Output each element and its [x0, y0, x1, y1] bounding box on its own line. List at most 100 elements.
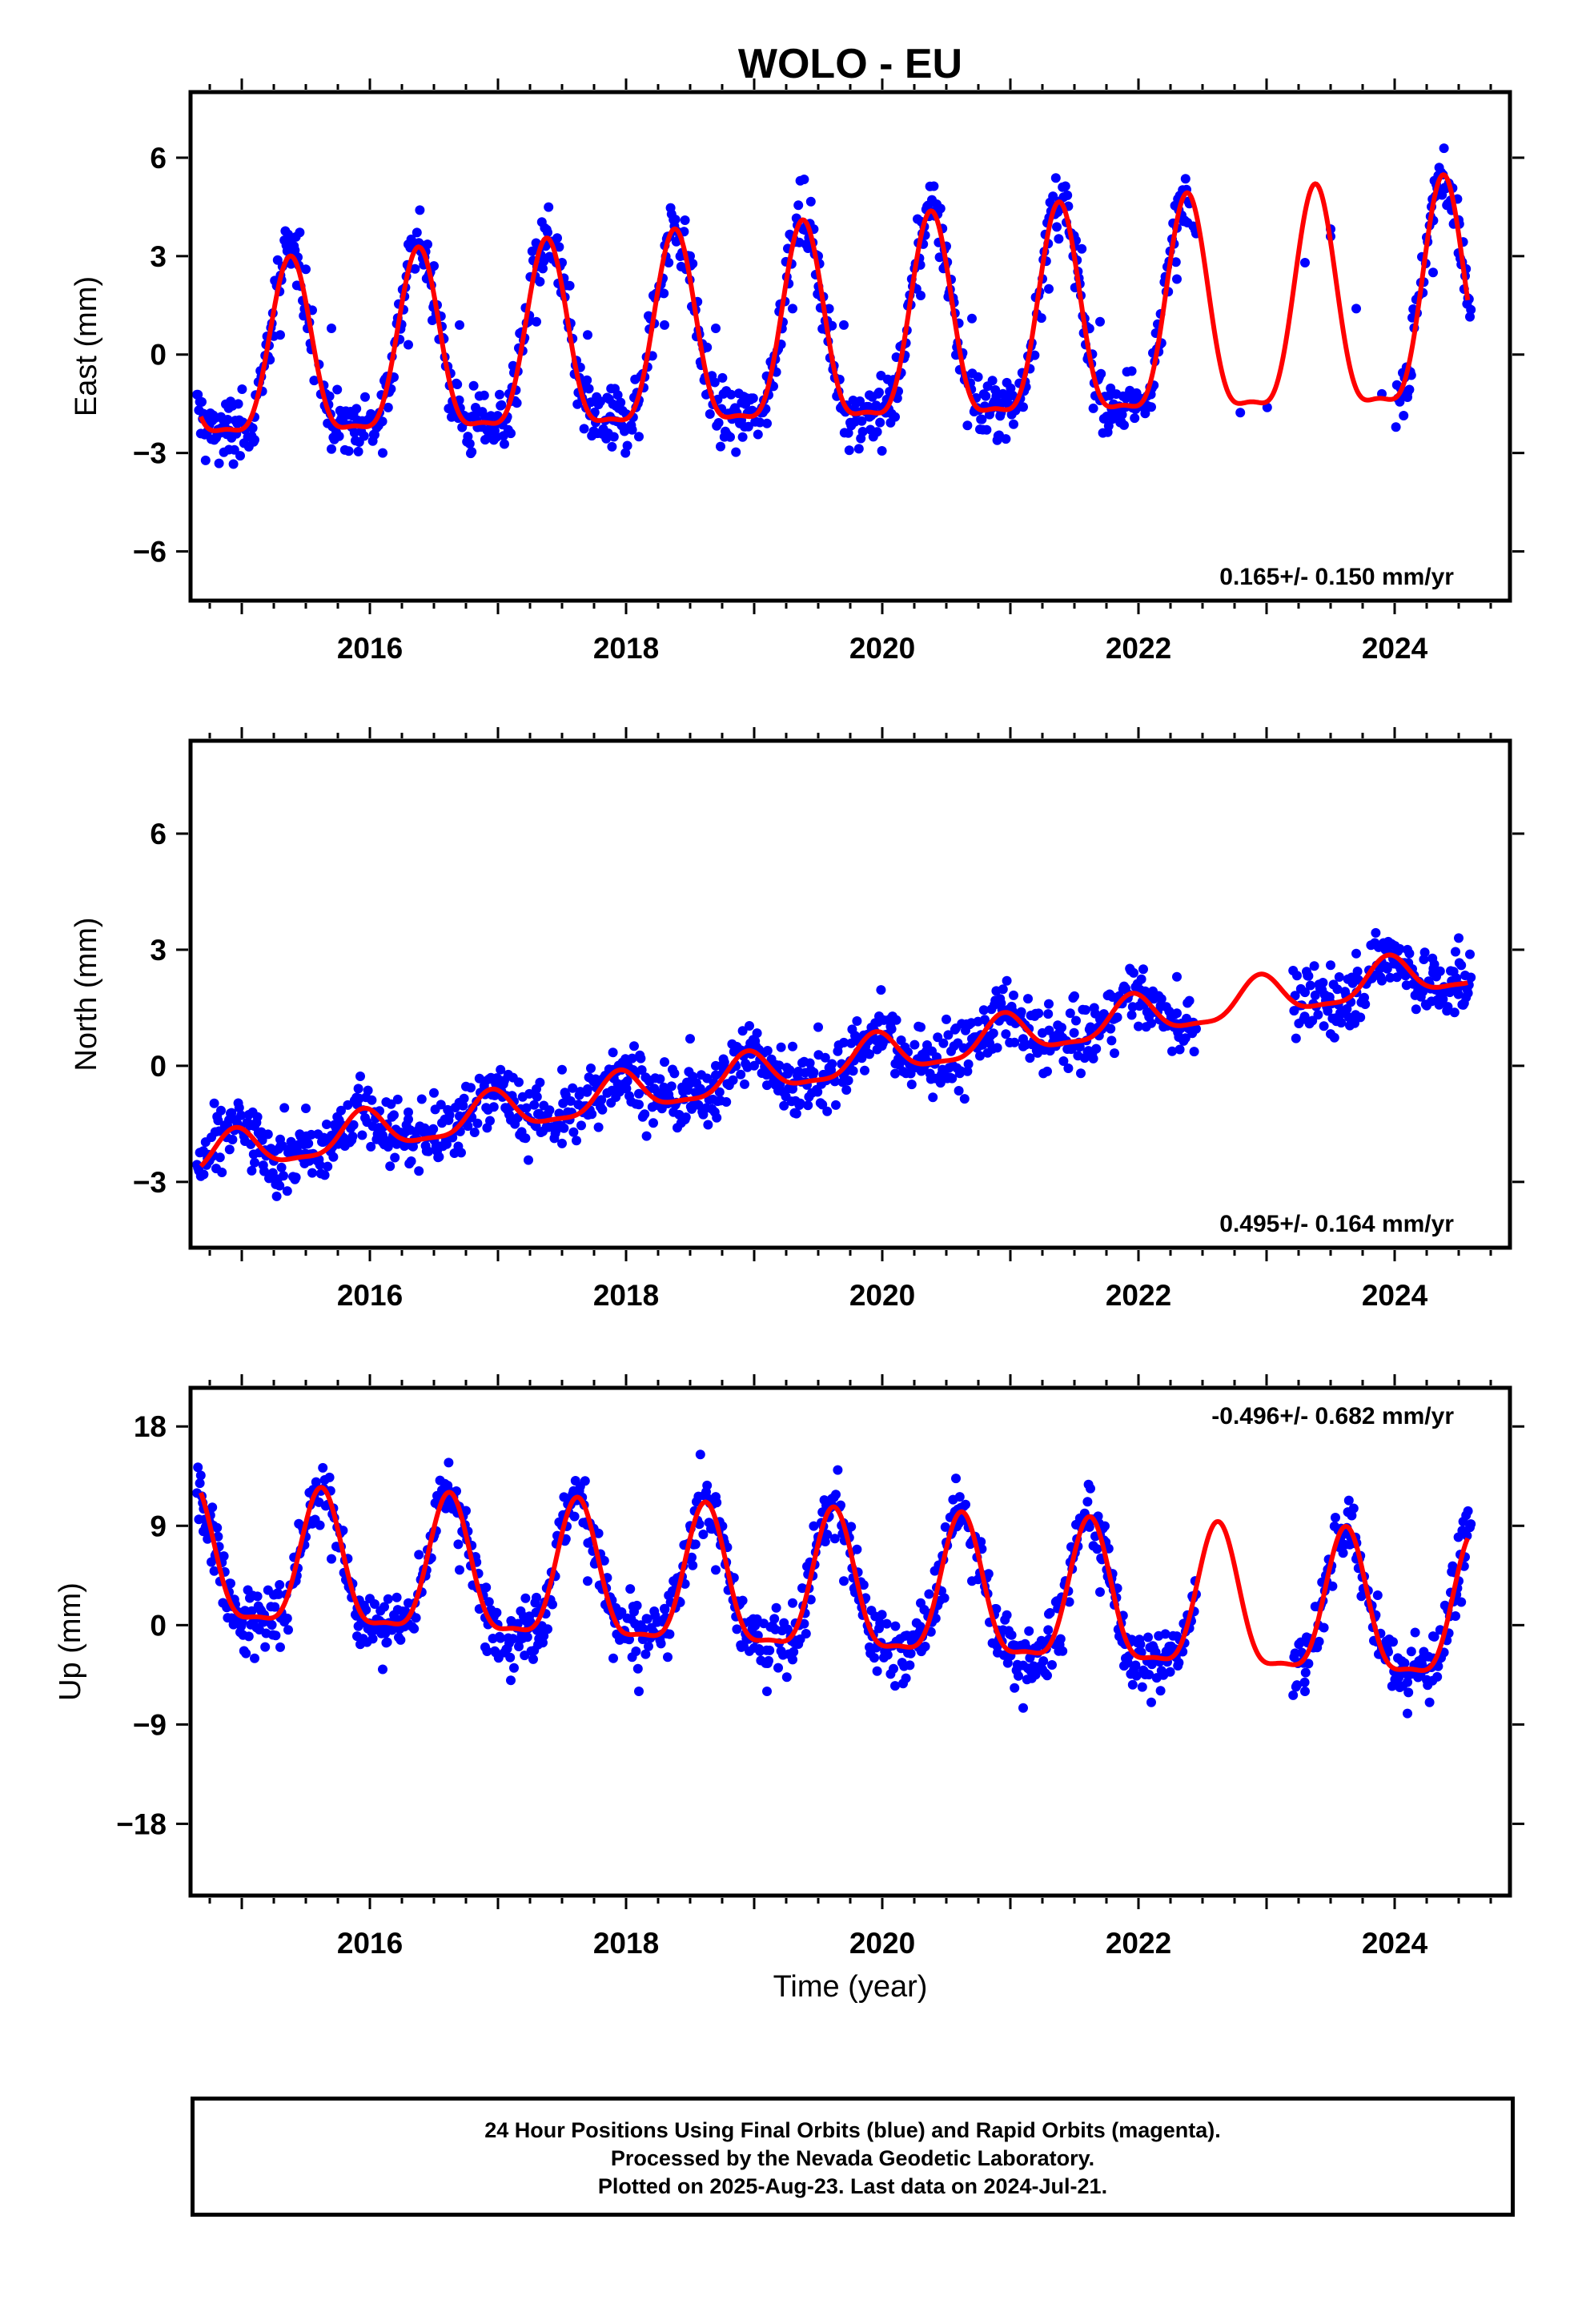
- data-point: [1443, 1002, 1453, 1012]
- data-point: [1088, 403, 1098, 413]
- data-point: [535, 276, 545, 287]
- data-point: [1023, 994, 1033, 1004]
- data-point: [1456, 960, 1467, 971]
- data-point: [1404, 384, 1415, 395]
- data-point: [1355, 1012, 1366, 1023]
- data-point: [301, 1104, 311, 1113]
- data-point: [1016, 1007, 1026, 1017]
- data-point: [279, 1171, 288, 1181]
- data-point: [716, 441, 725, 452]
- data-point: [1292, 1680, 1302, 1691]
- data-point: [1318, 978, 1328, 987]
- data-point: [631, 1099, 641, 1109]
- data-point: [303, 1138, 314, 1148]
- data-point: [1388, 1637, 1398, 1647]
- data-point: [963, 1059, 974, 1069]
- data-point: [385, 1161, 396, 1172]
- data-point: [442, 1139, 452, 1149]
- data-point: [453, 1539, 464, 1550]
- data-point: [789, 1647, 799, 1657]
- data-point: [871, 400, 881, 411]
- up-rate-annotation: -0.496+/- 0.682 mm/yr: [1211, 1403, 1454, 1429]
- data-point: [805, 1058, 815, 1068]
- east-y-axis-label: East (mm): [70, 276, 103, 416]
- data-point: [260, 1642, 271, 1652]
- data-point: [472, 1118, 483, 1128]
- data-point: [1057, 1023, 1066, 1033]
- data-point: [886, 408, 897, 419]
- data-point: [482, 1647, 492, 1656]
- data-point: [943, 1030, 954, 1040]
- data-point: [743, 421, 753, 432]
- x-tick-label: 2024: [1362, 1279, 1428, 1312]
- data-point: [1129, 967, 1138, 978]
- data-point: [799, 1618, 809, 1629]
- data-point: [616, 397, 626, 408]
- data-point: [1042, 1066, 1052, 1076]
- data-point: [1424, 1697, 1435, 1707]
- data-point: [279, 1103, 290, 1113]
- data-point: [1126, 1010, 1137, 1020]
- data-point: [584, 384, 594, 394]
- data-point: [1091, 1043, 1102, 1054]
- y-tick-label: 0: [150, 1050, 167, 1083]
- data-point: [213, 1531, 223, 1542]
- data-point: [622, 440, 632, 451]
- data-point: [455, 320, 464, 330]
- data-point: [962, 420, 973, 431]
- data-point: [1419, 947, 1430, 958]
- data-point: [1428, 267, 1438, 278]
- data-point: [275, 1642, 285, 1652]
- x-tick-label: 2022: [1106, 1927, 1171, 1960]
- data-point: [1433, 1661, 1443, 1671]
- data-point: [863, 401, 873, 412]
- data-point: [1002, 975, 1012, 986]
- data-point: [1180, 1033, 1191, 1043]
- data-point: [1018, 1703, 1028, 1713]
- data-point: [1058, 1646, 1068, 1656]
- data-point: [404, 1598, 413, 1608]
- data-point: [1332, 984, 1343, 995]
- data-point: [1127, 1679, 1138, 1690]
- y-tick-label: 3: [150, 240, 167, 273]
- data-point: [544, 202, 554, 212]
- data-point: [378, 1664, 387, 1675]
- data-point: [788, 1598, 797, 1608]
- data-point: [1010, 1037, 1020, 1047]
- data-point: [1375, 972, 1386, 983]
- data-point: [209, 1566, 219, 1576]
- data-point: [521, 1103, 532, 1113]
- data-point: [582, 1087, 592, 1097]
- data-point: [1001, 1029, 1011, 1039]
- data-point: [858, 1580, 869, 1590]
- data-point: [1451, 1611, 1460, 1621]
- data-point: [223, 415, 233, 424]
- data-point: [820, 1052, 830, 1063]
- data-point: [386, 1099, 396, 1109]
- data-point: [455, 1565, 464, 1575]
- data-point: [665, 1629, 675, 1639]
- data-point: [496, 400, 507, 410]
- data-point: [988, 1028, 998, 1039]
- data-point: [1110, 1048, 1119, 1059]
- data-point: [324, 1472, 335, 1482]
- data-point: [1323, 1006, 1333, 1016]
- data-point: [559, 1492, 569, 1502]
- data-point: [481, 1582, 492, 1593]
- data-point: [1068, 993, 1078, 1003]
- data-point: [593, 1122, 604, 1132]
- data-point: [351, 404, 362, 414]
- data-point: [1090, 1008, 1100, 1019]
- data-point: [660, 320, 669, 330]
- data-point: [1319, 1622, 1329, 1633]
- y-tick-label: 9: [150, 1510, 167, 1542]
- data-point: [1452, 973, 1462, 983]
- data-point: [805, 196, 816, 207]
- data-point: [274, 1589, 283, 1599]
- data-point: [236, 1110, 247, 1120]
- x-tick-label: 2020: [849, 1927, 915, 1960]
- north-points: [192, 927, 1476, 1201]
- data-point: [765, 1645, 775, 1655]
- data-point: [1006, 1630, 1017, 1640]
- data-point: [905, 1648, 916, 1659]
